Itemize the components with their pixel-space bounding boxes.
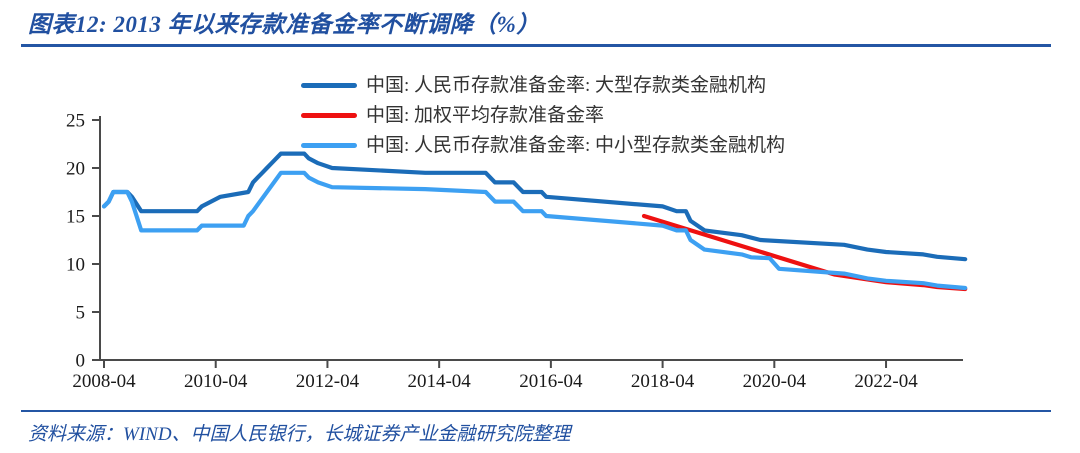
source-note: 资料来源：WIND、中国人民银行，长城证券产业金融研究院整理 bbox=[28, 424, 571, 445]
series-line-small-medium-institutions bbox=[101, 170, 968, 291]
x-tick-label: 2018-04 bbox=[631, 371, 695, 392]
series-line-large-institutions bbox=[101, 151, 968, 262]
y-tick-label: 10 bbox=[66, 255, 85, 276]
x-tick-label: 2020-04 bbox=[743, 371, 807, 392]
legend-swatch-red-line-icon bbox=[301, 112, 357, 118]
x-tick-label: 2016-04 bbox=[519, 371, 583, 392]
y-tick-label: 5 bbox=[76, 303, 86, 324]
y-tick-label: 15 bbox=[66, 207, 85, 228]
legend-item-weighted-average: 中国: 加权平均存款准备金率 bbox=[301, 100, 785, 130]
figure-title: 图表12: 2013 年以来存款准备金率不断调降（%） bbox=[28, 12, 540, 37]
x-tick-label: 2008-04 bbox=[72, 371, 136, 392]
y-tick-label: 25 bbox=[66, 111, 85, 132]
x-tick-label: 2022-04 bbox=[854, 371, 918, 392]
legend-label: 中国: 人民币存款准备金率: 大型存款类金融机构 bbox=[366, 74, 767, 96]
legend-label: 中国: 人民币存款准备金率: 中小型存款类金融机构 bbox=[366, 134, 786, 156]
top-divider bbox=[21, 44, 1051, 47]
legend-label: 中国: 加权平均存款准备金率 bbox=[366, 104, 605, 126]
chart-legend: 中国: 人民币存款准备金率: 大型存款类金融机构 中国: 加权平均存款准备金率 … bbox=[301, 70, 785, 160]
y-tick-label: 20 bbox=[66, 159, 85, 180]
legend-item-small-medium-institutions: 中国: 人民币存款准备金率: 中小型存款类金融机构 bbox=[301, 130, 785, 160]
x-tick-label: 2010-04 bbox=[184, 371, 248, 392]
x-tick-label: 2012-04 bbox=[296, 371, 360, 392]
legend-swatch-light-blue-line-icon bbox=[301, 142, 357, 148]
x-tick-label: 2014-04 bbox=[407, 371, 471, 392]
y-tick-label: 0 bbox=[76, 351, 86, 372]
legend-swatch-dark-blue-line-icon bbox=[301, 82, 357, 88]
legend-item-large-institutions: 中国: 人民币存款准备金率: 大型存款类金融机构 bbox=[301, 70, 785, 100]
bottom-divider bbox=[21, 410, 1051, 412]
